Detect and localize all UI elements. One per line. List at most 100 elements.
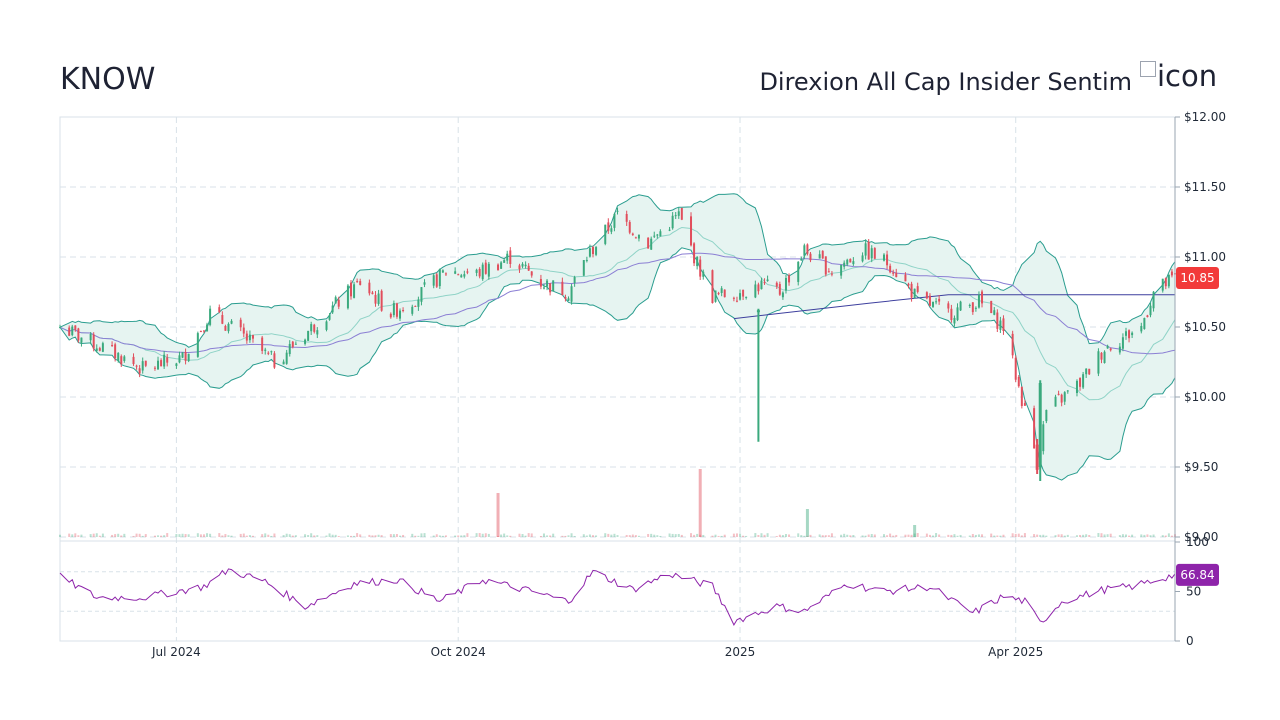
candle-body xyxy=(359,281,362,285)
volume-bar xyxy=(267,534,270,537)
volume-bar xyxy=(478,533,481,537)
candle-body xyxy=(59,327,61,329)
volume-bar xyxy=(668,533,671,537)
volume-bar xyxy=(98,535,101,537)
candle-body xyxy=(454,271,457,274)
candle-body xyxy=(444,273,447,275)
volume-bar xyxy=(506,535,509,537)
volume-bar xyxy=(466,533,469,537)
volume-bar xyxy=(735,533,738,537)
volume-bar xyxy=(307,535,310,537)
candle-body xyxy=(1146,315,1149,318)
candle-body xyxy=(542,287,545,289)
candle-body xyxy=(582,260,585,276)
candle-body xyxy=(1002,318,1005,332)
candle-body xyxy=(1075,380,1078,394)
volume-bar xyxy=(693,534,696,537)
candle-body xyxy=(867,241,870,260)
volume-bar xyxy=(1017,533,1020,537)
volume-bar xyxy=(353,535,356,537)
volume-bar xyxy=(766,533,769,537)
candle-body xyxy=(184,351,187,361)
volume-bar xyxy=(1161,535,1164,537)
volume-bar xyxy=(389,534,392,537)
volume-bar xyxy=(932,535,935,537)
candle-body xyxy=(671,215,674,229)
candle-body xyxy=(1088,368,1091,375)
volume-bar xyxy=(539,535,542,537)
volume-bar xyxy=(993,535,996,537)
volume-bar xyxy=(1066,534,1069,537)
candle-body xyxy=(98,348,101,351)
volume-bar xyxy=(723,534,726,537)
volume-bar xyxy=(1131,534,1134,537)
volume-bar xyxy=(291,535,294,537)
candle-body xyxy=(527,265,530,271)
candle-body xyxy=(1164,278,1167,287)
volume-bar xyxy=(916,533,919,537)
volume-bar xyxy=(74,533,77,537)
volume-bar xyxy=(1152,534,1155,537)
volume-bar xyxy=(59,534,61,537)
candle-body xyxy=(539,278,542,287)
volume-bar xyxy=(1106,534,1109,537)
candle-body xyxy=(840,264,843,276)
candle-body xyxy=(350,282,353,297)
volume-bar xyxy=(101,533,104,537)
candle-body xyxy=(754,284,757,298)
candle-body xyxy=(74,325,77,330)
candle-body xyxy=(763,282,766,284)
candle-body xyxy=(328,315,331,320)
candlesticks xyxy=(59,207,1176,481)
y-tick-label: $11.00 xyxy=(1184,250,1226,264)
volume-bar xyxy=(843,533,846,537)
candle-body xyxy=(806,244,809,254)
volume-bar xyxy=(325,535,328,537)
volume-bar xyxy=(1097,533,1100,537)
volume-bar xyxy=(827,535,830,537)
volume-bar xyxy=(288,534,291,537)
candle-body xyxy=(886,254,889,266)
bollinger-upper xyxy=(59,193,1176,348)
candle-body xyxy=(604,224,607,244)
volume-bar xyxy=(518,533,521,537)
candle-body xyxy=(756,310,760,313)
volume-bar xyxy=(395,534,398,537)
broken-image-icon xyxy=(1140,61,1156,77)
candle-body xyxy=(166,357,169,363)
candle-body xyxy=(956,307,959,321)
rsi-tick-label: 50 xyxy=(1186,585,1201,599)
volume-bar xyxy=(1036,534,1039,537)
volume-bar xyxy=(647,533,650,537)
volume-bar xyxy=(420,533,423,537)
volume-bar xyxy=(166,533,169,537)
volume-bar xyxy=(1063,535,1066,537)
candle-body xyxy=(503,260,506,263)
volume-bar xyxy=(732,533,735,537)
candle-body xyxy=(735,300,738,302)
y-tick-label: $11.50 xyxy=(1184,180,1226,194)
candle-body xyxy=(827,271,830,273)
candle-body xyxy=(1170,271,1173,276)
candle-body xyxy=(1014,357,1017,380)
volume-bar xyxy=(867,534,870,537)
candle-body xyxy=(1057,393,1060,395)
volume-bar xyxy=(153,535,156,537)
candle-body xyxy=(1063,392,1066,402)
volume-bar xyxy=(564,535,567,537)
volume-bar xyxy=(938,534,941,537)
candle-body xyxy=(521,263,524,267)
candle-body xyxy=(928,295,931,306)
x-tick-label: Jul 2024 xyxy=(151,645,201,659)
volume-bar xyxy=(114,534,117,537)
volume-bar xyxy=(157,535,160,537)
candle-body xyxy=(481,264,484,280)
candle-body xyxy=(117,352,120,361)
volume-bar xyxy=(251,535,254,537)
volume-bar xyxy=(199,534,202,537)
candle-body xyxy=(141,361,144,371)
candle-body xyxy=(1045,409,1048,422)
volume-bar xyxy=(1100,533,1103,537)
candle-body xyxy=(1033,408,1036,449)
